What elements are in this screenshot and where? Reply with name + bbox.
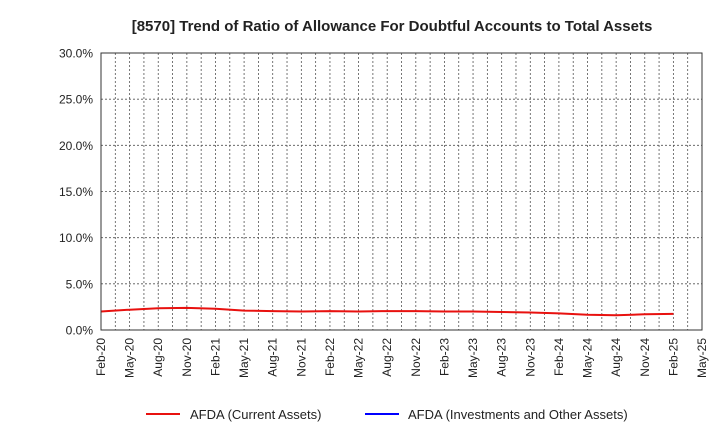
x-tick-label: Feb-22 [323,338,337,376]
plot-grid [101,53,702,330]
y-tick-label: 20.0% [59,139,93,153]
y-axis-ticks: 0.0% 5.0% 10.0% 15.0% 20.0% 25.0% 30.0% [59,47,93,338]
x-tick-label: Nov-24 [638,338,652,377]
legend-label: AFDA (Current Assets) [190,407,321,422]
x-tick-label: May-23 [466,338,480,378]
x-tick-label: Aug-23 [495,338,509,377]
x-axis-ticks: Feb-20 May-20 Aug-20 Nov-20 Feb-21 May-21 Aug-… [94,338,709,378]
y-tick-label: 0.0% [66,324,94,338]
x-tick-label: May-20 [123,338,137,378]
y-tick-label: 10.0% [59,231,93,245]
x-tick-label: May-21 [237,338,251,378]
chart-title: [8570] Trend of Ratio of Allowance For D… [132,18,653,35]
x-tick-label: Feb-23 [437,338,451,376]
x-tick-label: Feb-21 [208,338,222,376]
legend-label: AFDA (Investments and Other Assets) [408,407,628,422]
x-tick-label: Aug-21 [266,338,280,377]
x-tick-label: May-25 [695,338,709,378]
legend: AFDA (Current Assets) AFDA (Investments a… [146,407,628,422]
x-tick-label: Nov-21 [294,338,308,377]
series-layer [100,306,674,317]
x-tick-label: Feb-24 [552,338,566,376]
x-tick-label: Nov-22 [409,338,423,377]
x-tick-label: Feb-25 [666,338,680,376]
x-tick-label: Aug-20 [151,338,165,377]
x-tick-label: Feb-20 [94,338,108,376]
x-tick-label: Aug-22 [380,338,394,377]
x-tick-label: May-24 [581,338,595,378]
x-tick-label: Nov-23 [523,338,537,377]
x-tick-label: Aug-24 [609,338,623,377]
x-tick-label: May-22 [352,338,366,378]
y-tick-label: 30.0% [59,47,93,61]
y-tick-label: 25.0% [59,93,93,107]
y-tick-label: 5.0% [66,277,94,291]
plot-frame [100,52,703,331]
x-tick-label: Nov-20 [180,338,194,377]
y-tick-label: 15.0% [59,185,93,199]
